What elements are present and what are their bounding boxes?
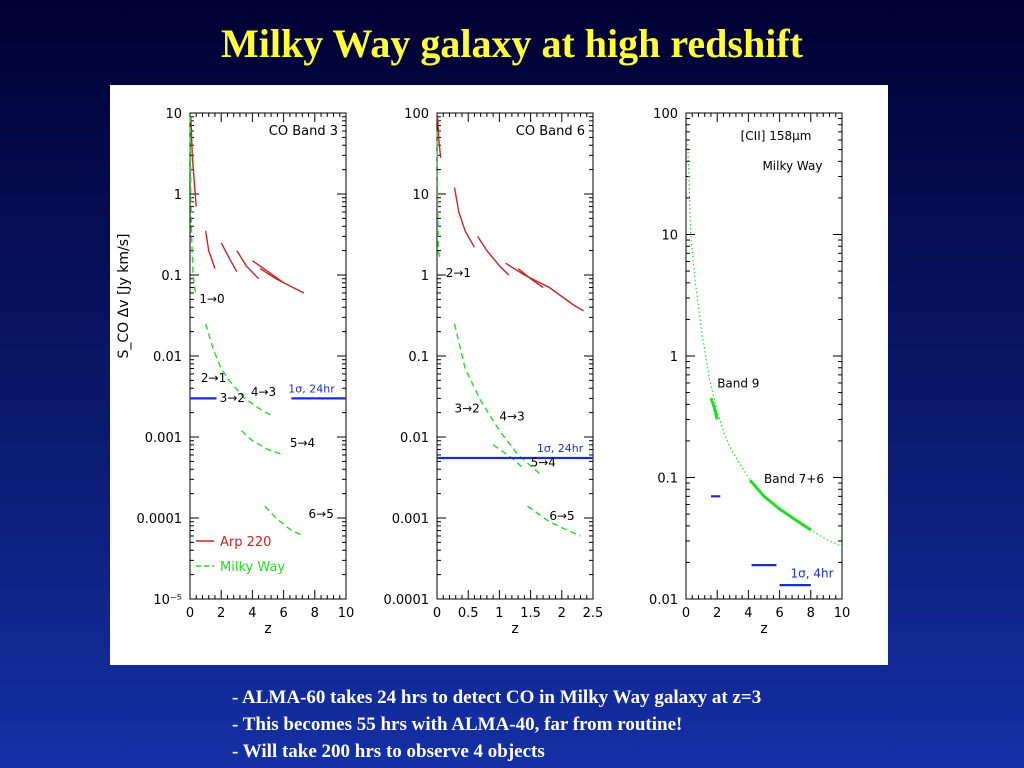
y-tick-label: 10 [661, 229, 678, 244]
series-line-arp-220 [505, 262, 584, 312]
series-line-arp-220 [259, 268, 284, 284]
y-axis-label: S_CO Δv [Jy km/s] [116, 234, 132, 359]
series-line-arp-220 [517, 268, 544, 289]
transition-label: 2→1 [201, 371, 226, 385]
sensitivity-label: 1σ, 24hr [288, 382, 335, 395]
x-tick-label: 2 [217, 606, 225, 621]
y-tick-label: 0.1 [408, 350, 429, 365]
y-tick-label: 0.0001 [384, 593, 430, 608]
series-line-milky-way [189, 116, 197, 294]
x-tick-label: 0 [186, 606, 194, 621]
series-line-arp-220 [190, 116, 197, 207]
y-tick-label: 0.1 [161, 269, 182, 284]
x-tick-label: 8 [311, 606, 319, 621]
transition-label: 5→4 [290, 436, 315, 450]
series-line-milky-way [527, 505, 581, 537]
x-tick-label: 4 [744, 606, 752, 621]
legend-label-arp220: Arp 220 [220, 535, 271, 550]
transition-label: 6→5 [309, 507, 334, 521]
y-tick-label: 0.001 [392, 512, 429, 527]
y-tick-label: 10 [165, 107, 182, 122]
series-line-arp-220 [436, 116, 442, 158]
series-line-milky-way [453, 323, 541, 475]
transition-label: 1→0 [199, 292, 224, 306]
y-tick-label: 0.01 [153, 350, 182, 365]
series-line-arp-220 [204, 230, 216, 269]
y-tick-label: 0.1 [657, 472, 678, 487]
y-tick-label: 10⁻⁵ [153, 593, 182, 608]
x-tick-label: 6 [775, 606, 783, 621]
x-tick-label: 6 [279, 606, 287, 621]
y-tick-label: 10 [412, 188, 429, 203]
series-line-arp-220 [453, 187, 476, 248]
legend: Arp 220 Milky Way [196, 535, 285, 575]
x-tick-label: 8 [807, 606, 815, 621]
y-tick-label: 0.01 [400, 431, 429, 446]
transition-label: 3→2 [454, 402, 479, 416]
series-line-band-9 [709, 397, 719, 420]
transition-label: Band 7+6 [764, 472, 824, 486]
transition-label: 4→3 [251, 385, 276, 399]
series-line-band-7-6 [748, 479, 812, 532]
x-tick-label: 2 [713, 606, 721, 621]
transition-label: 2→1 [446, 266, 471, 280]
bullet-item: - Will take 200 hrs to observe 4 objects [232, 741, 545, 762]
panel-title: [CII] 158μm [741, 129, 812, 143]
chart-panel-3: 100 10 1 0.1 0.01 0 2 4 6 8 10 z [CII] 158μm Milky Wa… [649, 107, 850, 637]
x-axis-label: z [264, 621, 271, 637]
y-tick-label: 0.001 [145, 431, 182, 446]
legend-label-milky-way: Milky Way [220, 560, 285, 575]
series-line-milky-way [204, 323, 274, 417]
series-line-arp-220 [220, 242, 238, 272]
plot-frame [189, 112, 347, 600]
series-line-arp-220 [251, 260, 305, 294]
chart-panel-1: 10 1 0.1 0.01 0.001 0.0001 10⁻⁵ 0 2 4 6 8 10 z S_CO Δv… [116, 107, 354, 637]
series-line-milky-way [264, 505, 305, 537]
y-tick-label: 0.01 [649, 593, 678, 608]
x-tick-label: 0 [433, 606, 441, 621]
panel-title: Milky Way [762, 159, 822, 173]
x-tick-label: 2.5 [583, 606, 604, 621]
transition-label: 3→2 [220, 391, 245, 405]
x-tick-label: 10 [338, 606, 355, 621]
x-tick-label: 0 [682, 606, 690, 621]
x-tick-label: 4 [248, 606, 256, 621]
plot-frame [436, 112, 594, 600]
plot-frame [685, 112, 843, 600]
sensitivity-label: 1σ, 24hr [537, 442, 584, 455]
x-axis-label: z [760, 621, 767, 637]
x-tick-label: 2 [558, 606, 566, 621]
slide-title: Milky Way galaxy at high redshift [221, 21, 803, 66]
transition-label: 5→4 [531, 456, 556, 470]
x-tick-label: 1 [495, 606, 503, 621]
y-tick-label: 1 [670, 350, 678, 365]
series-line-milky-way [436, 130, 442, 261]
series-line-arp-220 [477, 236, 510, 276]
x-axis-label: z [511, 621, 518, 637]
transition-label: 6→5 [549, 509, 574, 523]
y-tick-label: 1 [421, 269, 429, 284]
panel-title: CO Band 3 [269, 124, 338, 139]
y-tick-label: 1 [174, 188, 182, 203]
figure-panel: 10 1 0.1 0.01 0.001 0.0001 10⁻⁵ 0 2 4 6 8 10 z S_CO Δv… [110, 85, 888, 665]
transition-label: Band 9 [717, 377, 759, 391]
sensitivity-label: 1σ, 4hr [791, 567, 834, 581]
series-line-arp-220 [236, 250, 260, 280]
y-tick-label: 100 [653, 107, 678, 122]
x-tick-label: 0.5 [458, 606, 479, 621]
bullet-item: - ALMA-60 takes 24 hrs to detect CO in M… [232, 687, 762, 708]
y-tick-label: 100 [404, 107, 429, 122]
y-tick-label: 0.0001 [137, 512, 183, 527]
series-line-milky-way [241, 430, 284, 456]
transition-label: 4→3 [499, 409, 524, 423]
bullet-list: - ALMA-60 takes 24 hrs to detect CO in M… [232, 684, 761, 765]
panel-title: CO Band 6 [516, 124, 585, 139]
x-tick-label: 1.5 [520, 606, 541, 621]
x-tick-label: 10 [834, 606, 851, 621]
bullet-item: - This becomes 55 hrs with ALMA-40, far … [232, 714, 683, 735]
